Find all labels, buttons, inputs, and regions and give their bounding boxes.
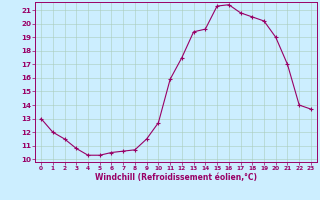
X-axis label: Windchill (Refroidissement éolien,°C): Windchill (Refroidissement éolien,°C): [95, 173, 257, 182]
